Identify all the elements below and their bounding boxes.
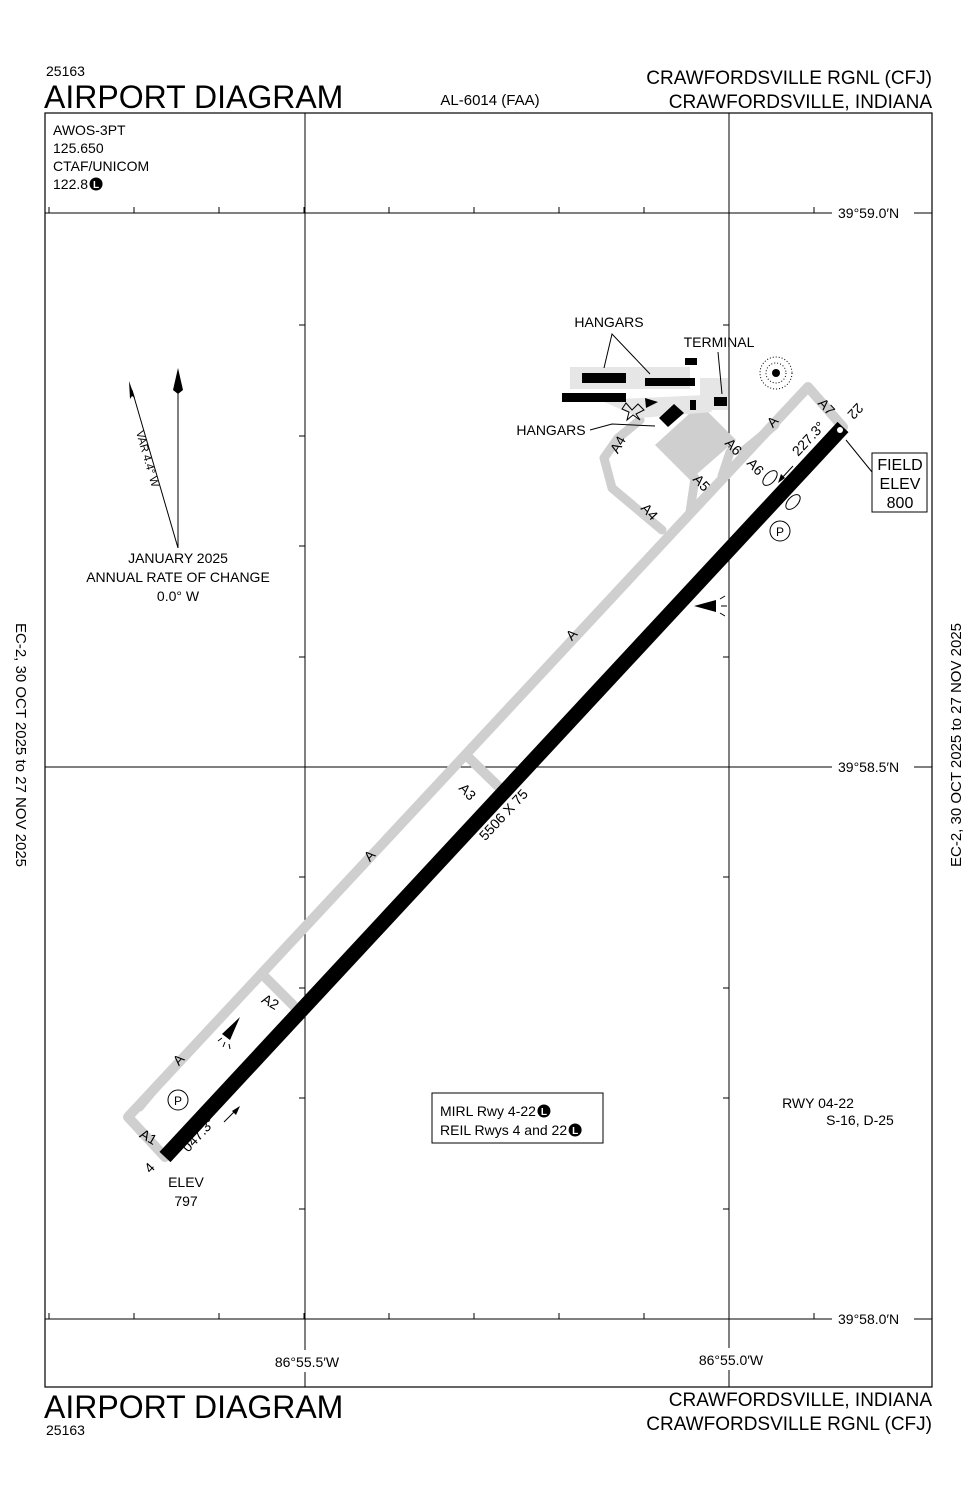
hangars-label: HANGARS — [516, 422, 585, 438]
lighting-note: MIRL Rwy 4-22 — [440, 1103, 536, 1119]
comm-line: AWOS-3PT — [53, 122, 126, 138]
comm-line: 125.650 — [53, 140, 104, 156]
procedure-number: 25163 — [46, 1422, 85, 1438]
diagram-title: AIRPORT DIAGRAM — [44, 79, 343, 115]
field-elev-leader — [845, 439, 873, 473]
longitude-label: 86°55.5′W — [275, 1354, 340, 1370]
variation-rate: 0.0° W — [157, 588, 200, 604]
taxiway-label: A4 — [606, 433, 629, 456]
taxiway-label: A1 — [137, 1125, 160, 1148]
variation-rate-title: ANNUAL RATE OF CHANGE — [86, 569, 270, 585]
lighting-symbol: L — [568, 1123, 582, 1137]
runway — [159, 421, 849, 1163]
heading-arrow — [232, 1106, 240, 1115]
taxiway-label: A3 — [456, 780, 480, 804]
taxiway-label: A2 — [259, 990, 282, 1013]
runway-elev-label: ELEV — [168, 1174, 204, 1190]
hangars-label: HANGARS — [574, 314, 643, 330]
symbol-letter: L — [572, 1126, 578, 1137]
longitude-label: 86°55.0′W — [699, 1352, 764, 1368]
longitude-grid — [304, 113, 730, 1387]
airport-location: CRAWFORDSVILLE, INDIANA — [669, 92, 933, 113]
lighting-symbol: L — [537, 1104, 551, 1118]
latitude-label: 39°59.0′N — [838, 205, 899, 221]
diagram-title: AIRPORT DIAGRAM — [44, 1389, 343, 1425]
symbol-letter: L — [541, 1107, 547, 1118]
parking-symbol: P — [769, 520, 791, 542]
runway-elev: 797 — [174, 1193, 198, 1209]
chart-id: AL-6014 (FAA) — [440, 92, 539, 109]
taxiway-label: A4 — [638, 500, 662, 524]
latitude-grid — [45, 212, 932, 1320]
comm-line: 122.8 — [53, 176, 88, 192]
procedure-number: 25163 — [46, 63, 85, 79]
side-note: EC-2, 30 OCT 2025 to 27 NOV 2025 — [12, 623, 29, 867]
latitude-label: 39°58.5′N — [838, 759, 899, 775]
lighting-symbol: L — [89, 177, 103, 191]
latitude-label: 39°58.0′N — [838, 1311, 899, 1327]
side-note: EC-2, 30 OCT 2025 to 27 NOV 2025 — [948, 623, 965, 867]
parking-symbol: P — [167, 1089, 189, 1111]
variation-arrows — [129, 368, 183, 549]
buildings — [562, 358, 727, 427]
airport-name: CRAWFORDSVILLE RGNL (CFJ) — [646, 68, 932, 89]
taxiway-system — [123, 367, 848, 1162]
field-elev-line: 800 — [887, 495, 914, 512]
heading-arrow — [778, 474, 785, 483]
segmented-circle — [762, 470, 801, 510]
runway-threshold — [837, 427, 843, 433]
symbol-letter: P — [174, 1094, 182, 1108]
beacon — [759, 356, 793, 390]
runway-strength: S-16, D-25 — [826, 1112, 894, 1128]
terminal-leader — [717, 351, 723, 395]
runway-end-number: 4 — [141, 1159, 158, 1176]
field-elev-box — [871, 452, 928, 513]
field-elev-line: FIELD — [877, 457, 922, 474]
hangars-leader — [589, 423, 656, 431]
terminal-label: TERMINAL — [684, 334, 755, 350]
hangars-leader — [603, 332, 651, 375]
variation-label: VAR 4.4° W — [133, 430, 161, 490]
airport-location: CRAWFORDSVILLE, INDIANA — [669, 1390, 933, 1411]
field-elev-line: ELEV — [880, 476, 921, 493]
symbol-letter: L — [93, 180, 99, 191]
lighting-note: REIL Rwys 4 and 22 — [440, 1122, 567, 1138]
comm-line: CTAF/UNICOM — [53, 158, 149, 174]
wind-cone — [694, 595, 727, 617]
symbol-letter: P — [776, 525, 784, 539]
runway-strength-title: RWY 04-22 — [782, 1095, 854, 1111]
variation-epoch: JANUARY 2025 — [128, 550, 228, 566]
frame — [44, 112, 933, 1388]
airport-name: CRAWFORDSVILLE RGNL (CFJ) — [646, 1414, 932, 1435]
wind-cone — [217, 1017, 240, 1050]
runway-end-number: 22 — [844, 400, 866, 422]
